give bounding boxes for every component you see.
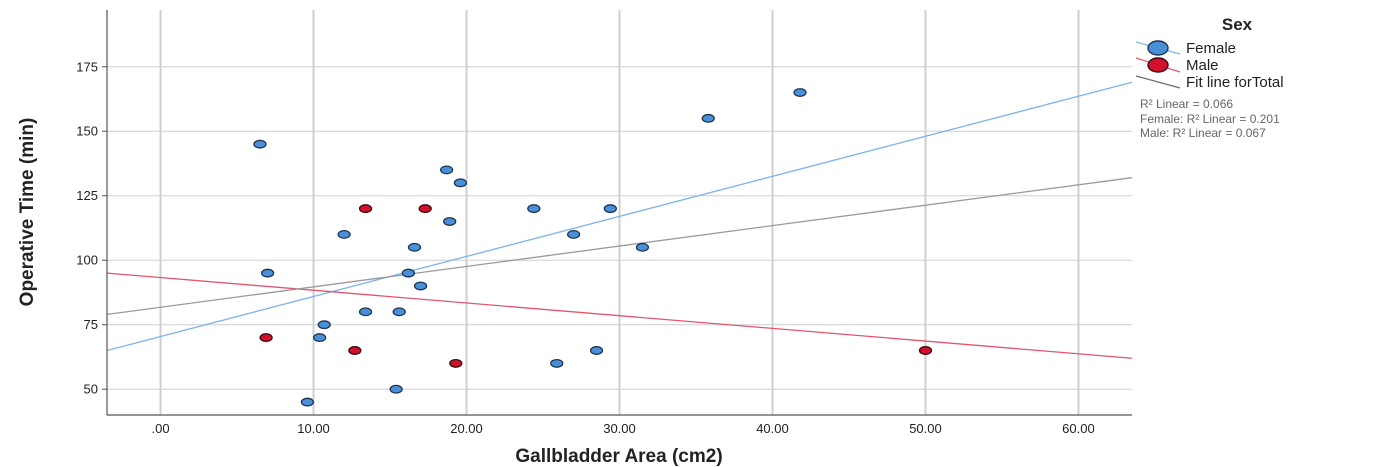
fit-line-female [106,81,1133,352]
data-point-female [337,229,351,239]
x-tick-label: .00 [152,421,170,436]
r2-female-note: Female: R² Linear = 0.201 [1140,112,1280,126]
tick-labels: .00 10.00 20.00 30.00 40.00 50.00 60.00 50 75 100… [76,59,1094,436]
data-point-female [701,113,715,123]
x-tick-label: 30.00 [603,421,636,436]
data-point-male [358,204,373,214]
x-tick-label: 50.00 [909,421,942,436]
fit-lines [106,81,1133,359]
legend-male-label: Male [1186,57,1219,74]
legend-female-marker [1147,40,1169,56]
data-point-female [635,242,650,252]
x-tick-label: 60.00 [1062,421,1095,436]
legend-total-label: Fit line forTotal [1186,74,1284,91]
fit-line-male [106,272,1133,359]
data-point-female [407,242,422,252]
fit-line-fit-line-fortotal [106,177,1133,316]
r2-male-note: Male: R² Linear = 0.067 [1140,126,1266,140]
y-tick-label: 175 [76,59,98,74]
data-point-female [443,217,457,226]
data-point-female [439,165,454,175]
y-tick-label: 125 [76,188,98,203]
x-tick-label: 40.00 [756,421,789,436]
data-point-male [348,346,362,355]
data-point-female [312,333,327,343]
data-point-female [392,307,406,317]
r2-total-note: R² Linear = 0.066 [1140,97,1233,111]
data-point-female [793,88,807,97]
y-tick-label: 150 [76,124,98,139]
gridlines [107,10,1132,415]
data-point-female [260,268,275,278]
data-point-male [259,333,273,343]
y-tick-label: 100 [76,253,98,268]
legend-title: Sex [1222,15,1253,34]
data-point-male [918,346,933,355]
y-tick-label: 75 [84,317,98,332]
x-axis-title: Gallbladder Area (cm2) [515,446,722,467]
data-point-female [317,320,331,330]
data-point-male [449,358,463,368]
legend-female-label: Female [1186,40,1236,57]
legend-male-marker [1147,57,1169,73]
data-point-female [389,384,403,394]
y-tick-label: 50 [84,382,98,397]
data-point-female [550,358,564,368]
data-point-female [453,178,468,188]
data-points [253,88,933,407]
data-point-female [300,397,315,407]
data-point-female [527,204,541,214]
x-tick-label: 10.00 [297,421,330,436]
data-point-female [253,139,267,149]
axes [106,10,1132,416]
y-axis-title: Operative Time (min) [17,118,38,307]
data-point-female [413,281,428,291]
x-tick-label: 20.00 [450,421,483,436]
data-point-female [603,204,617,214]
data-point-female [589,346,604,355]
data-point-female [566,229,581,239]
data-point-female [401,268,416,278]
legend-total-line-swatch [1135,75,1181,89]
data-point-female [358,307,373,317]
legend: Sex Female Male Fit line forTotal R² Lin… [1135,15,1284,140]
data-point-male [418,204,432,214]
